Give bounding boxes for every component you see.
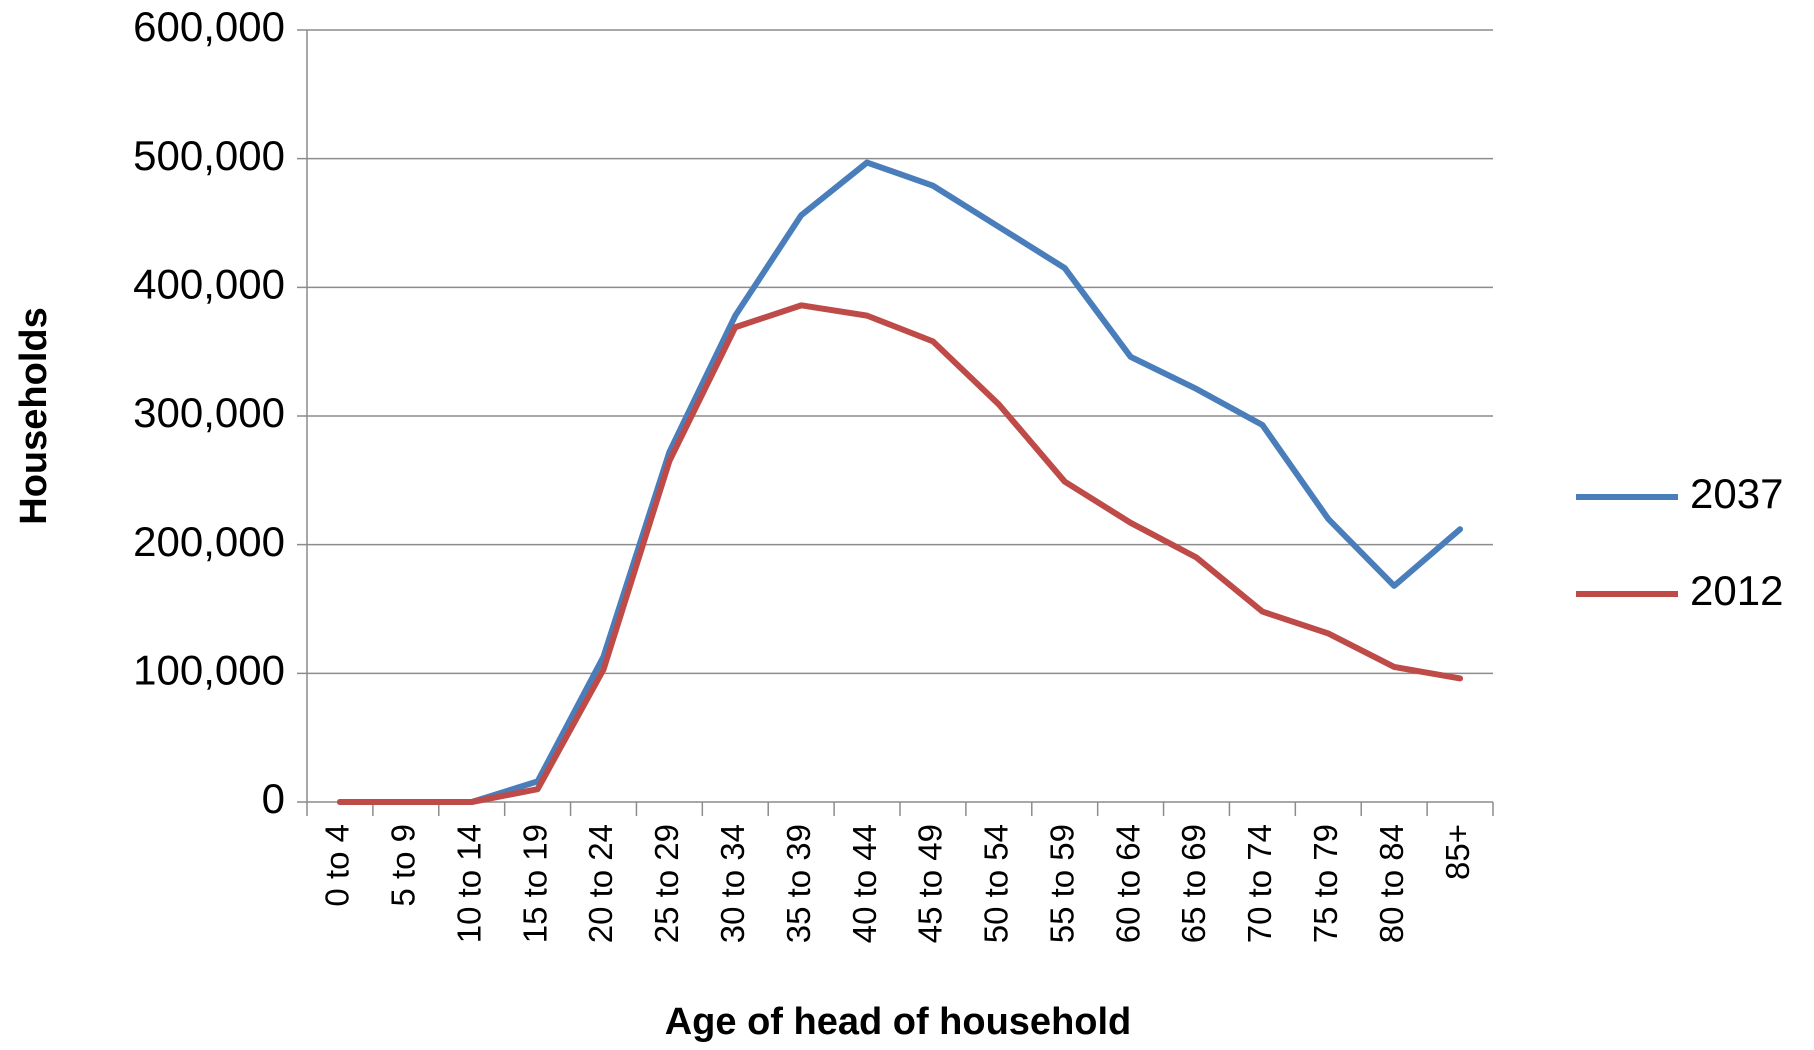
- legend-label: 2037: [1690, 470, 1783, 517]
- x-tick-label: 30 to 34: [714, 824, 751, 943]
- x-tick-label: 45 to 49: [912, 824, 949, 943]
- y-tick-label: 0: [262, 775, 285, 822]
- x-tick-label: 15 to 19: [516, 824, 553, 943]
- line-series: [336, 302, 1464, 805]
- y-axis-title: Households: [13, 307, 55, 524]
- x-tick-label: 20 to 24: [582, 824, 619, 943]
- x-tick-label: 5 to 9: [385, 824, 422, 907]
- x-tick-label: 10 to 14: [450, 824, 487, 943]
- y-tick-label: 600,000: [133, 3, 285, 50]
- x-tick-label: 40 to 44: [846, 824, 883, 943]
- x-tick-label: 85+: [1439, 824, 1476, 880]
- y-tick-label: 500,000: [133, 132, 285, 179]
- x-tick-label: 35 to 39: [780, 824, 817, 943]
- y-tick-label: 400,000: [133, 260, 285, 307]
- y-tick-label: 200,000: [133, 518, 285, 565]
- y-tick-label: 300,000: [133, 389, 285, 436]
- x-tick-label: 65 to 69: [1175, 824, 1212, 943]
- x-tick-label: 25 to 29: [648, 824, 685, 943]
- x-tick-label: 80 to 84: [1373, 824, 1410, 943]
- x-tick-label: 60 to 64: [1109, 824, 1146, 943]
- y-tick-label: 100,000: [133, 646, 285, 693]
- x-tick-label: 50 to 54: [978, 824, 1015, 943]
- x-tick-label: 75 to 79: [1307, 824, 1344, 943]
- x-tick-label: 55 to 59: [1043, 824, 1080, 943]
- legend-label: 2012: [1690, 567, 1783, 614]
- x-axis-title: Age of head of household: [665, 1001, 1132, 1043]
- x-tick-label: 70 to 74: [1241, 824, 1278, 943]
- line-series: [336, 159, 1464, 805]
- x-tick-label: 0 to 4: [319, 824, 356, 907]
